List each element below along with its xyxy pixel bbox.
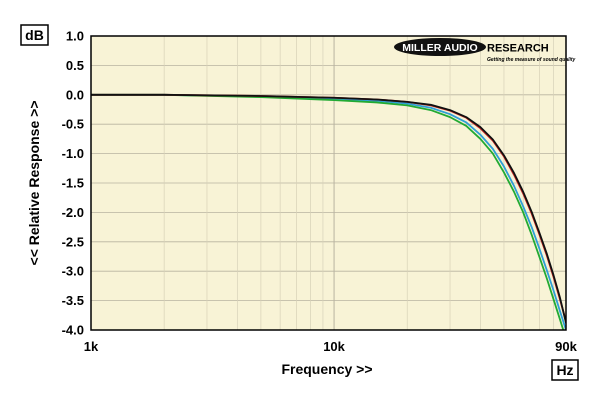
x-tick-label: 10k bbox=[323, 339, 345, 354]
x-unit-label: Hz bbox=[556, 362, 573, 378]
y-tick-label: -2.0 bbox=[62, 205, 84, 220]
y-axis-title: << Relative Response >> bbox=[26, 101, 42, 266]
series-line-1 bbox=[91, 93, 566, 330]
y-unit-box bbox=[20, 24, 49, 46]
series-line-2 bbox=[91, 93, 565, 330]
plot-frame bbox=[90, 35, 567, 331]
y-tick-labels: 1.0 0.5 0.0 -0.5 -1.0 -1.5 -2.0 -2.5 -3.0 -3.5 -4.… bbox=[62, 29, 84, 338]
y-tick-label: -3.5 bbox=[62, 293, 84, 308]
x-tick-label: 1k bbox=[84, 339, 99, 354]
series-lines bbox=[91, 93, 566, 330]
y-tick-label: -0.5 bbox=[62, 117, 84, 132]
y-tick-label: 1.0 bbox=[66, 29, 84, 44]
logo-secondary-text: RESEARCH bbox=[487, 43, 549, 55]
y-tick-label: -3.0 bbox=[62, 264, 84, 279]
y-tick-label: 0.5 bbox=[66, 58, 84, 73]
x-unit-box bbox=[551, 359, 579, 381]
x-tick-label: 90k bbox=[555, 339, 577, 354]
y-tick-label: 0.0 bbox=[66, 87, 84, 102]
logo-main-text: MILLER AUDIO bbox=[402, 42, 477, 54]
x-tick-labels: 1k 10k 90k bbox=[84, 339, 578, 354]
y-unit-label: dB bbox=[25, 27, 44, 43]
y-tick-label: -1.5 bbox=[62, 176, 84, 191]
y-tick-label: -1.0 bbox=[62, 146, 84, 161]
logo-oval bbox=[394, 38, 486, 56]
y-tick-label: -2.5 bbox=[62, 234, 84, 249]
logo-tagline: Getting the measure of sound quality bbox=[487, 57, 576, 63]
y-tick-label: -4.0 bbox=[62, 323, 84, 338]
series-line-4 bbox=[91, 93, 566, 324]
x-axis-title: Frequency >> bbox=[281, 361, 372, 377]
brand-logo: MILLER AUDIO RESEARCH Getting the measur… bbox=[394, 38, 576, 63]
